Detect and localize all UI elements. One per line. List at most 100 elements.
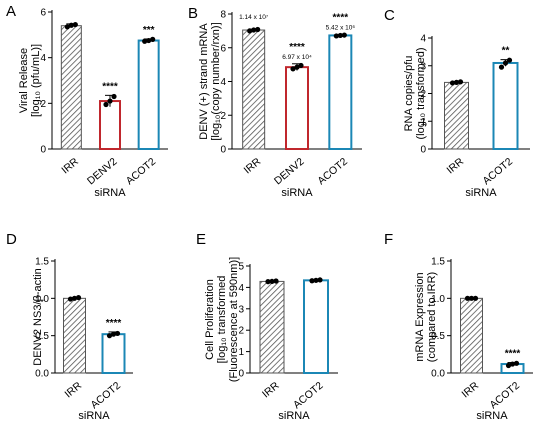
y-axis-title: DENV2 NS3/β-actin xyxy=(32,268,44,365)
bar-acot2 xyxy=(328,34,353,150)
data-point xyxy=(269,278,275,285)
panel-letter: F xyxy=(384,231,393,248)
y-tick-label: 2 xyxy=(420,89,426,100)
data-point xyxy=(337,32,343,39)
y-tick-label: 0 xyxy=(238,369,244,380)
y-axis-title: mRNA Expression xyxy=(414,272,426,361)
x-tick-label: ACOT2 xyxy=(315,156,350,188)
y-tick-label: 0.0 xyxy=(35,369,49,380)
value-annotation: 5.42 x 10⁶ xyxy=(326,25,356,32)
x-tick-label: ACOT2 xyxy=(488,380,523,412)
data-point xyxy=(111,93,117,100)
y-tick-label: 4 xyxy=(420,34,426,45)
bar-irr xyxy=(259,280,285,374)
y-tick-label: 0 xyxy=(40,145,46,156)
x-axis-title: siRNA xyxy=(281,187,313,199)
data-point xyxy=(317,277,323,283)
significance-label: **** xyxy=(333,13,349,24)
y-axis-title: [log₁₀(copy number/rxn)] xyxy=(210,22,222,140)
chart-panel-a: A 0 2 4 6 Viral Release [log₁₀ (pfu/mL)] IRR DEN… xyxy=(6,3,168,199)
y-tick-label: 1 xyxy=(420,117,426,128)
x-tick-label: DENV2 xyxy=(85,156,120,188)
data-point xyxy=(251,27,257,33)
data-point xyxy=(103,101,109,108)
data-point xyxy=(265,279,271,285)
y-tick-label: 8 xyxy=(220,10,226,21)
y-tick-label: 1 xyxy=(238,347,244,358)
data-point xyxy=(506,57,513,63)
data-point xyxy=(110,331,117,337)
data-point xyxy=(313,277,319,283)
data-point xyxy=(468,295,475,301)
x-tick-label: IRR xyxy=(62,379,84,400)
y-tick-label: 0.5 xyxy=(35,331,49,342)
data-point xyxy=(333,33,339,39)
x-axis-title: siRNA xyxy=(465,187,497,199)
value-annotation: 1.14 x 10⁷ xyxy=(239,14,269,21)
x-tick-label: ACOT2 xyxy=(481,156,516,188)
chart-panel-c: C 0 1 2 3 4 RNA copies/pfu (log₁₀ transformed) I… xyxy=(384,7,530,199)
significance-label: **** xyxy=(289,42,305,53)
data-point xyxy=(294,64,300,70)
y-tick-label: 4 xyxy=(40,53,46,64)
bar-denv2 xyxy=(285,66,309,150)
y-tick-label: 1.5 xyxy=(431,257,445,268)
x-tick-label: IRR xyxy=(444,155,466,176)
bar-acot2 xyxy=(137,39,160,151)
y-tick-label: 0 xyxy=(220,145,226,156)
y-axis-title: (compared to IRR) xyxy=(426,272,438,362)
data-point xyxy=(67,296,74,302)
y-tick-label: 0 xyxy=(420,145,426,156)
y-tick-label: 0.0 xyxy=(431,369,445,380)
data-point xyxy=(273,278,279,284)
data-point xyxy=(71,295,78,301)
chart-panel-f: F 0.0 0.5 1.0 1.5 mRNA Expression (compared to… xyxy=(384,231,533,422)
bar-acot2 xyxy=(303,279,329,375)
bar-irr xyxy=(242,29,266,150)
y-tick-label: 3 xyxy=(420,61,426,72)
data-point xyxy=(106,333,113,339)
data-point xyxy=(247,28,253,34)
bar-acot2 xyxy=(492,61,519,150)
data-point xyxy=(341,32,347,38)
x-axis-title: siRNA xyxy=(94,187,126,199)
data-point xyxy=(472,295,479,301)
bar-irr xyxy=(63,297,86,374)
y-axis-title: (log₁₀ transformed) xyxy=(415,47,427,139)
significance-label: *** xyxy=(143,25,155,36)
bar-denv2 xyxy=(99,100,121,151)
data-point xyxy=(114,330,121,337)
y-axis-title: RNA copies/pfu xyxy=(403,56,415,132)
y-axis-title: [log₁₀ transformed xyxy=(216,276,228,364)
data-point xyxy=(457,79,464,85)
data-point xyxy=(72,21,78,28)
data-point xyxy=(107,98,113,104)
chart-panel-e: E 0 1 2 3 4 5 Cell Proliferation [log₁₀ transfor… xyxy=(196,231,338,422)
panel-letter: A xyxy=(6,3,16,20)
chart-panel-b: B 0 2 4 6 8 DENV (+) strand mRNA [log₁₀(copy nu… xyxy=(188,5,362,199)
y-axis-title: Cell Proliferation xyxy=(204,279,216,360)
y-tick-label: 4 xyxy=(238,283,244,294)
data-point xyxy=(453,79,460,85)
data-point xyxy=(309,278,315,284)
y-axis-title: DENV (+) strand mRNA xyxy=(198,23,210,140)
data-point xyxy=(150,36,156,43)
bar-irr xyxy=(60,25,82,150)
x-axis-title: siRNA xyxy=(476,410,508,422)
data-point xyxy=(513,360,520,366)
bar-irr xyxy=(460,297,483,374)
data-point xyxy=(75,294,82,301)
x-tick-label: IRR xyxy=(260,379,282,400)
data-point xyxy=(142,38,148,44)
panel-letter: B xyxy=(188,5,198,22)
data-point xyxy=(290,66,296,72)
data-point xyxy=(64,24,70,30)
y-tick-label: 2 xyxy=(238,326,244,337)
data-point xyxy=(298,62,304,69)
y-tick-label: 4 xyxy=(220,77,226,88)
y-axis-title: Viral Release xyxy=(18,48,30,113)
data-point xyxy=(505,362,512,369)
x-tick-label: IRR xyxy=(59,155,81,176)
